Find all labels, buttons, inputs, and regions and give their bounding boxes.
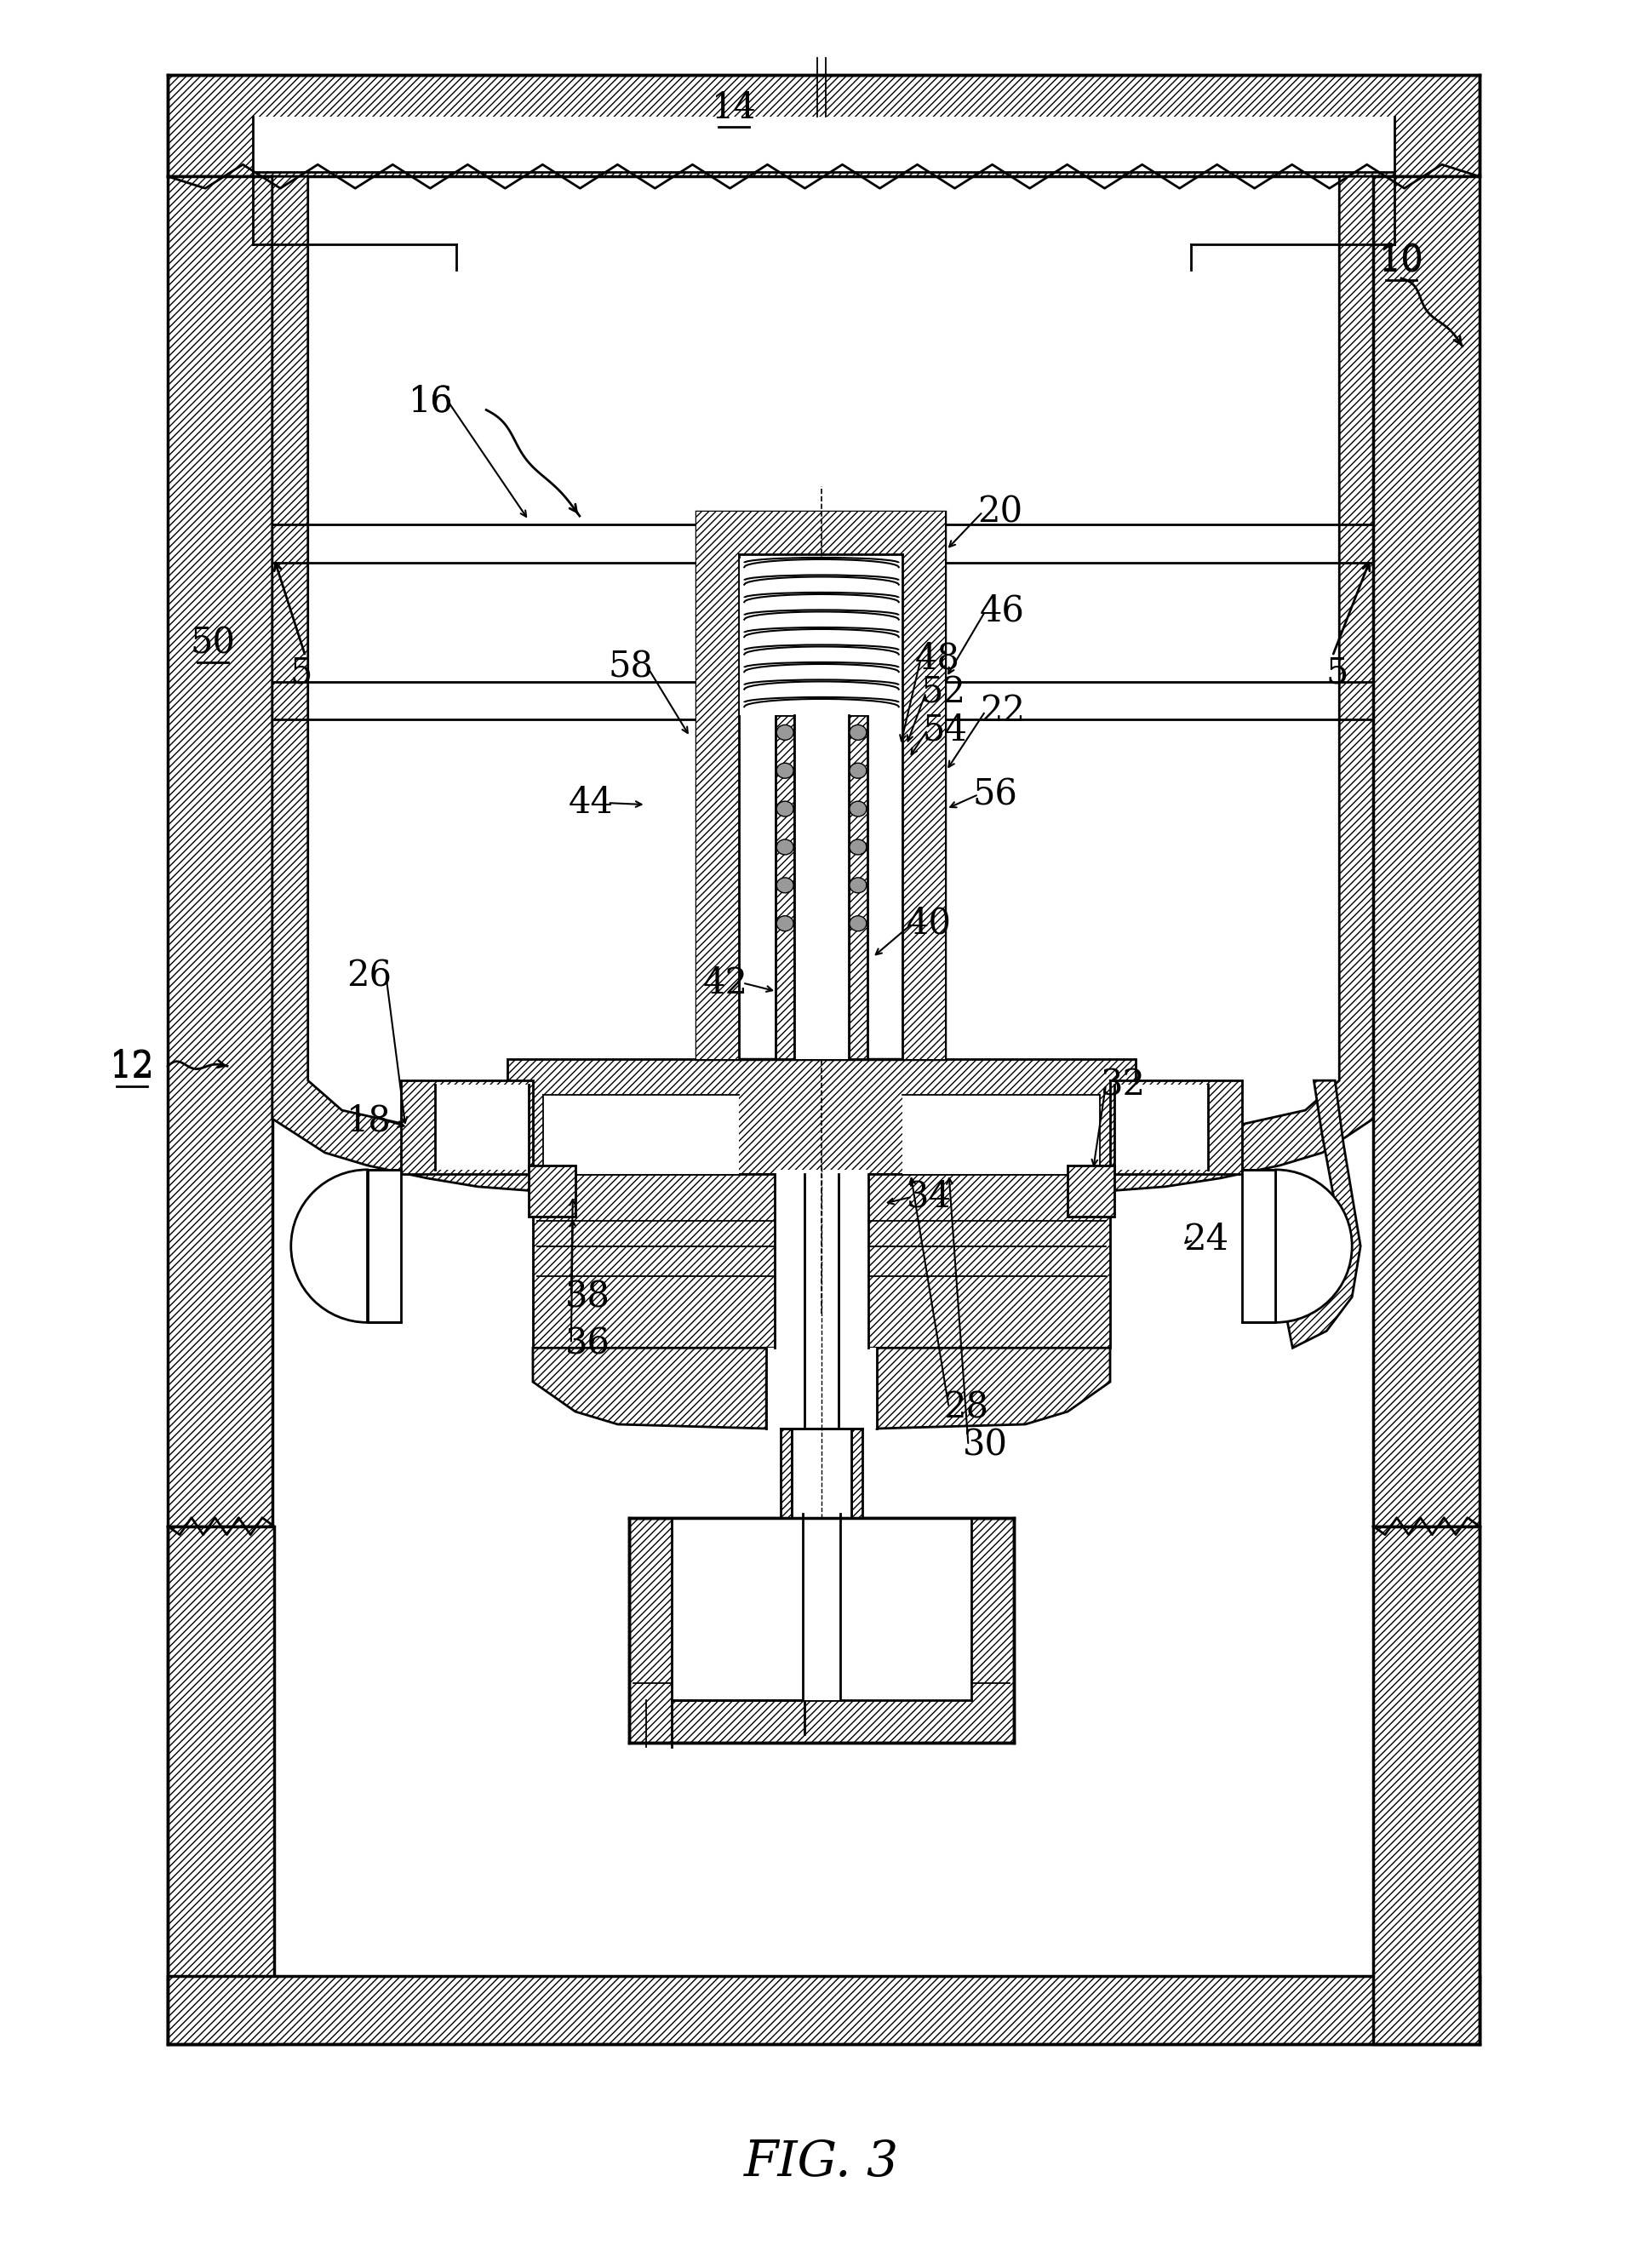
Ellipse shape: [777, 916, 794, 932]
Text: 30: 30: [963, 1427, 1007, 1463]
Bar: [544, 1095, 739, 1175]
Polygon shape: [273, 177, 532, 1191]
Wedge shape: [291, 1170, 368, 1322]
Bar: [794, 714, 849, 1059]
Bar: [1374, 177, 1479, 1526]
Bar: [697, 513, 945, 1059]
Bar: [168, 1526, 274, 2043]
Polygon shape: [508, 1059, 1135, 1175]
Text: 10: 10: [1378, 243, 1424, 279]
Ellipse shape: [849, 839, 866, 855]
Bar: [902, 1095, 1099, 1175]
Bar: [435, 1084, 529, 1170]
Text: 42: 42: [703, 964, 748, 1000]
Text: 32: 32: [1101, 1066, 1145, 1102]
Bar: [803, 1513, 840, 1701]
Text: 16: 16: [409, 383, 453, 420]
Bar: [253, 118, 1395, 172]
Text: 46: 46: [979, 594, 1025, 628]
Bar: [697, 513, 739, 1059]
Text: 50: 50: [191, 626, 235, 662]
Text: 14: 14: [711, 91, 756, 127]
Bar: [739, 558, 902, 714]
Text: 26: 26: [347, 957, 391, 993]
Bar: [775, 1170, 868, 1347]
Text: 38: 38: [565, 1279, 611, 1315]
Text: 54: 54: [922, 712, 968, 748]
Text: 10: 10: [1378, 243, 1424, 277]
Polygon shape: [532, 1175, 1111, 1347]
Bar: [766, 1347, 877, 1429]
Text: 58: 58: [608, 649, 652, 685]
Text: 24: 24: [1183, 1222, 1229, 1256]
Text: 22: 22: [979, 694, 1025, 728]
Bar: [775, 714, 794, 1059]
Polygon shape: [1285, 1080, 1360, 1347]
Text: 52: 52: [920, 674, 966, 710]
Text: 16: 16: [409, 383, 453, 420]
Bar: [1114, 1084, 1208, 1170]
Text: 5: 5: [289, 655, 312, 692]
Wedge shape: [1275, 1170, 1352, 1322]
Bar: [792, 1429, 851, 1517]
Text: 36: 36: [565, 1327, 611, 1361]
Bar: [168, 75, 1479, 177]
Bar: [168, 1975, 1479, 2043]
Text: 20: 20: [978, 494, 1022, 531]
Bar: [851, 1429, 863, 1517]
Text: 5: 5: [1326, 655, 1347, 692]
Text: 48: 48: [915, 642, 960, 676]
Ellipse shape: [777, 726, 794, 739]
Polygon shape: [1111, 177, 1374, 1191]
Text: 56: 56: [973, 776, 1019, 812]
Text: 28: 28: [943, 1390, 989, 1424]
Text: 18: 18: [347, 1102, 391, 1139]
Bar: [1111, 1080, 1242, 1175]
Bar: [902, 513, 945, 1059]
Ellipse shape: [849, 878, 866, 894]
Bar: [697, 513, 945, 553]
Bar: [1068, 1166, 1114, 1216]
Bar: [401, 1080, 532, 1175]
Text: 12: 12: [110, 1050, 154, 1086]
Bar: [629, 1517, 1014, 1742]
Ellipse shape: [777, 762, 794, 778]
Bar: [368, 1170, 401, 1322]
Polygon shape: [532, 1347, 1111, 1429]
Ellipse shape: [849, 801, 866, 816]
Bar: [529, 1166, 575, 1216]
Bar: [168, 177, 273, 1526]
Bar: [780, 1429, 792, 1517]
Text: 34: 34: [907, 1179, 951, 1216]
Bar: [697, 513, 739, 1059]
Ellipse shape: [849, 726, 866, 739]
Bar: [849, 714, 868, 1059]
Bar: [1242, 1170, 1275, 1322]
Ellipse shape: [777, 801, 794, 816]
Text: 40: 40: [907, 905, 951, 941]
Text: 12: 12: [110, 1048, 154, 1084]
Bar: [1374, 1526, 1479, 2043]
Ellipse shape: [777, 839, 794, 855]
Text: 44: 44: [568, 785, 613, 821]
Ellipse shape: [849, 762, 866, 778]
Bar: [672, 1517, 971, 1701]
Text: FIG. 3: FIG. 3: [744, 2139, 899, 2186]
Ellipse shape: [849, 916, 866, 932]
Ellipse shape: [777, 878, 794, 894]
